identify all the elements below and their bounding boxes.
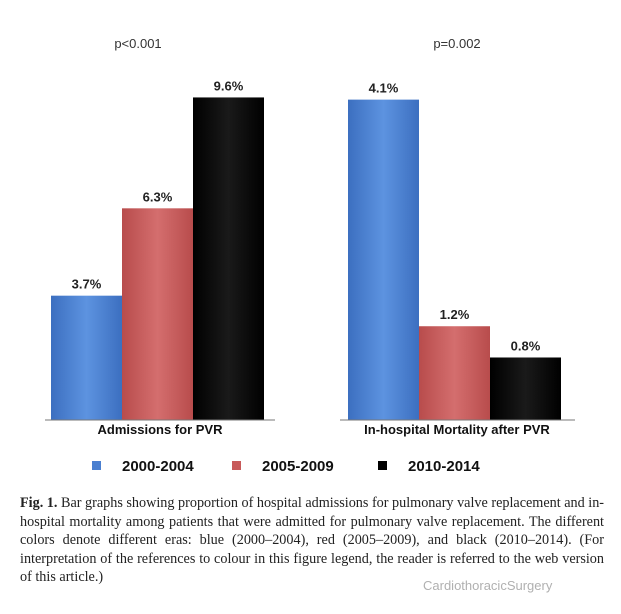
- figure-caption-text: Bar graphs showing proportion of hospita…: [20, 495, 605, 585]
- legend-label-2010-2014: 2010-2014: [408, 458, 480, 475]
- mortality-chart-title: p=0.002: [433, 36, 480, 51]
- admissions-data-label-2010-2014: 9.6%: [214, 78, 244, 93]
- admissions-chart-title: p<0.001: [114, 36, 161, 51]
- admissions-x-label: Admissions for PVR: [98, 422, 224, 437]
- admissions-data-label-2005-2009: 6.3%: [143, 189, 173, 204]
- mortality-data-label-2000-2004: 4.1%: [369, 81, 399, 96]
- admissions-bar-2000-2004: [51, 295, 122, 420]
- legend: 2000-2004 2005-2009 2010-2014: [92, 458, 480, 475]
- mortality-bar-2005-2009: [419, 326, 490, 420]
- legend-swatch-2010-2014: [378, 461, 387, 470]
- mortality-chart: p=0.002 4.1% 1.2% 0.8% In-hospital Mortali…: [340, 36, 575, 437]
- mortality-data-label-2005-2009: 1.2%: [440, 307, 470, 322]
- figure-caption-label: Fig. 1.: [20, 495, 58, 511]
- mortality-bar-2000-2004: [348, 99, 419, 421]
- figure-caption: Fig. 1. Bar graphs showing proportion of…: [20, 494, 604, 587]
- legend-swatch-2005-2009: [232, 461, 241, 470]
- admissions-bar-2005-2009: [122, 208, 193, 420]
- admissions-bars: 3.7% 6.3% 9.6%: [51, 78, 264, 420]
- admissions-chart: p<0.001 3.7% 6.3% 9.6% Admissions for PVR: [45, 36, 275, 437]
- mortality-data-label-2010-2014: 0.8%: [511, 338, 541, 353]
- legend-swatch-2000-2004: [92, 461, 101, 470]
- watermark-text: CardiothoracicSurgery: [423, 578, 553, 593]
- mortality-x-label: In-hospital Mortality after PVR: [364, 422, 550, 437]
- legend-label-2000-2004: 2000-2004: [122, 458, 194, 475]
- admissions-bar-2010-2014: [193, 97, 264, 420]
- mortality-bar-2010-2014: [490, 357, 561, 420]
- admissions-data-label-2000-2004: 3.7%: [72, 277, 102, 292]
- mortality-bars: 4.1% 1.2% 0.8%: [348, 81, 561, 421]
- legend-label-2005-2009: 2005-2009: [262, 458, 334, 475]
